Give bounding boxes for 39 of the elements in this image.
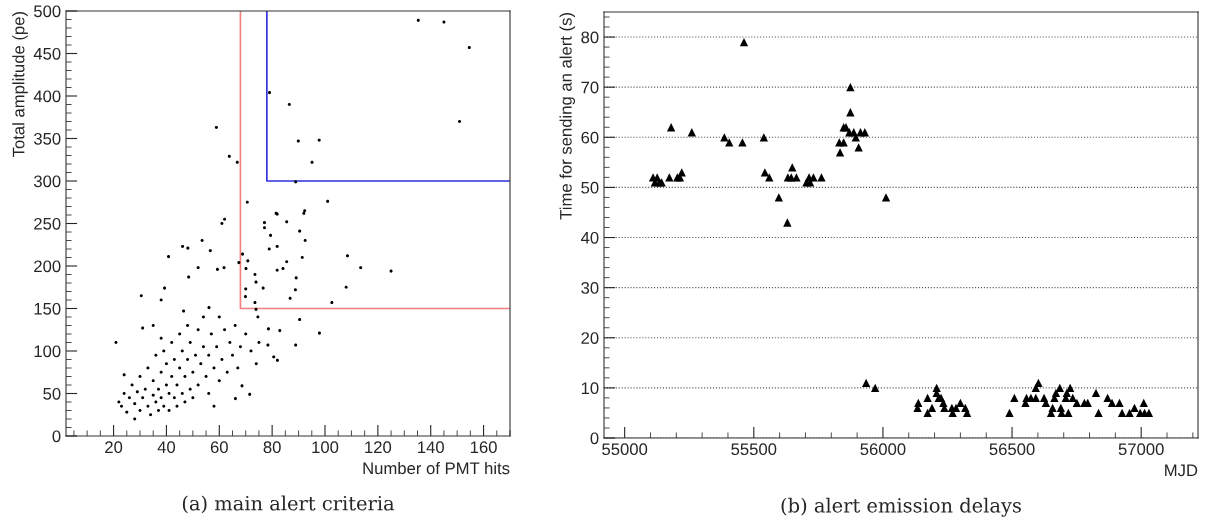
x-tick-label: 55000 <box>602 443 648 456</box>
x-tick-label: 120 <box>365 441 392 454</box>
y-tick-label: 50 <box>43 387 61 400</box>
y-axis-title: Time for sending an alert (s) <box>559 13 576 220</box>
y-tick-label: 200 <box>34 260 61 273</box>
x-tick-label: 140 <box>418 441 444 454</box>
y-tick-label: 30 <box>581 282 599 294</box>
y-tick-label: 300 <box>33 175 61 188</box>
y-tick-label: 0 <box>590 432 599 445</box>
x-tick-label: 80 <box>263 441 281 454</box>
y-tick-label: 250 <box>34 217 61 230</box>
y-tick-label: 100 <box>34 345 61 358</box>
x-tick-label: 60 <box>210 441 228 454</box>
x-tick-label: 100 <box>312 441 339 454</box>
y-tick-label: 0 <box>52 430 61 443</box>
x-tick-label: 20 <box>105 441 123 454</box>
text: (a) main alert criteria <box>182 495 395 514</box>
x-axis-title: Number of PMT hits <box>363 461 510 475</box>
y-tick-label: 400 <box>33 90 61 103</box>
x-tick-label: 56000 <box>860 443 906 456</box>
y-tick-label: 60 <box>581 131 599 144</box>
x-tick-label: 55500 <box>731 443 777 456</box>
y-tick-label: 150 <box>34 302 61 315</box>
y-tick-label: 450 <box>33 47 61 60</box>
y-tick-label: 80 <box>581 31 599 44</box>
x-tick-label: 57000 <box>1118 443 1164 456</box>
y-tick-label: 10 <box>581 382 599 395</box>
y-tick-label: 20 <box>581 332 599 344</box>
y-axis-title: Total amplitude (pe) <box>12 12 28 157</box>
x-axis-title: MJD <box>1165 464 1198 477</box>
y-tick-label: 350 <box>33 132 61 145</box>
y-tick-label: 70 <box>581 81 599 94</box>
y-tick-label: 500 <box>34 5 61 18</box>
y-tick-label: 50 <box>581 181 599 194</box>
x-tick-label: 40 <box>157 441 176 454</box>
text: (b) alert emission delays <box>781 497 1021 517</box>
x-tick-label: 56500 <box>989 443 1035 456</box>
y-tick-label: 40 <box>580 231 599 244</box>
x-tick-label: 160 <box>470 441 497 454</box>
